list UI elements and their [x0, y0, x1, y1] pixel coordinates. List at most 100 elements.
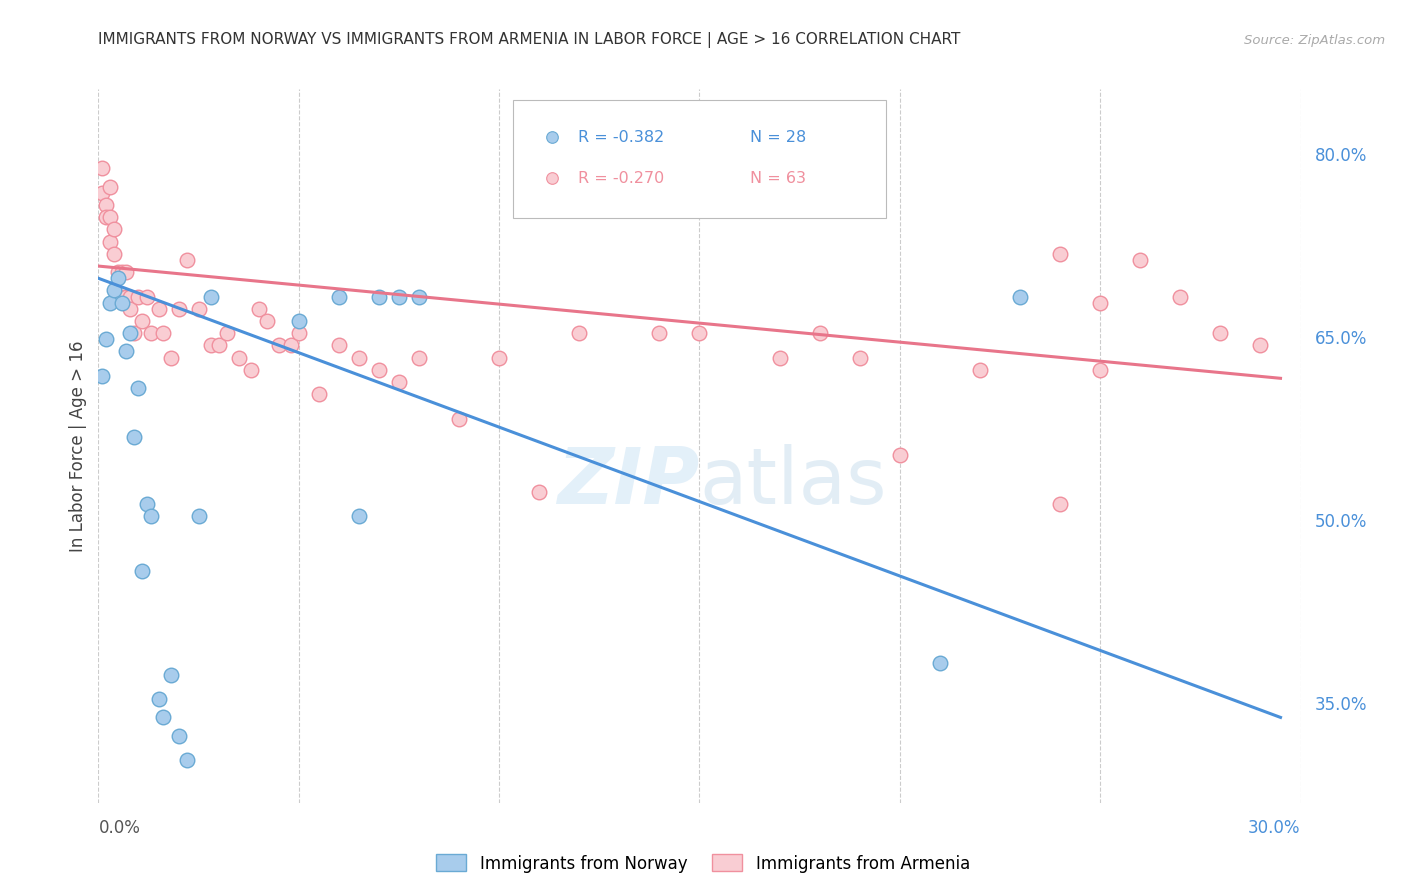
- Point: [159, 667, 181, 681]
- Point: [808, 326, 831, 341]
- Point: [91, 186, 114, 200]
- Point: [200, 338, 222, 352]
- Point: [1249, 338, 1271, 352]
- Point: [328, 289, 350, 303]
- Point: [100, 179, 122, 194]
- Point: [111, 289, 134, 303]
- Point: [100, 211, 122, 225]
- Legend: Immigrants from Norway, Immigrants from Armenia: Immigrants from Norway, Immigrants from …: [430, 847, 976, 880]
- Point: [488, 351, 510, 365]
- Point: [159, 351, 181, 365]
- Point: [1170, 289, 1192, 303]
- Point: [368, 363, 391, 377]
- Text: R = -0.382: R = -0.382: [578, 129, 664, 145]
- Point: [928, 656, 950, 670]
- Point: [96, 198, 118, 212]
- Point: [208, 338, 231, 352]
- Point: [688, 326, 710, 341]
- Point: [849, 351, 872, 365]
- Point: [287, 314, 309, 328]
- Point: [131, 564, 153, 578]
- Point: [447, 411, 470, 425]
- Point: [1209, 326, 1232, 341]
- Point: [408, 289, 430, 303]
- Text: 35.0%: 35.0%: [1315, 697, 1367, 714]
- Text: IMMIGRANTS FROM NORWAY VS IMMIGRANTS FROM ARMENIA IN LABOR FORCE | AGE > 16 CORR: IMMIGRANTS FROM NORWAY VS IMMIGRANTS FRO…: [98, 32, 960, 48]
- FancyBboxPatch shape: [513, 100, 886, 218]
- Point: [176, 753, 198, 767]
- Point: [120, 326, 142, 341]
- Point: [91, 161, 114, 176]
- Point: [124, 326, 146, 341]
- Point: [1008, 289, 1031, 303]
- Point: [115, 344, 138, 359]
- Point: [115, 265, 138, 279]
- Point: [120, 301, 142, 316]
- Text: Source: ZipAtlas.com: Source: ZipAtlas.com: [1244, 34, 1385, 46]
- Point: [107, 289, 129, 303]
- Point: [100, 295, 122, 310]
- Point: [256, 314, 278, 328]
- Point: [1049, 247, 1071, 261]
- Point: [768, 351, 790, 365]
- Point: [139, 326, 162, 341]
- Point: [128, 289, 150, 303]
- Point: [120, 289, 142, 303]
- Point: [239, 363, 262, 377]
- Point: [529, 484, 551, 499]
- Point: [215, 326, 238, 341]
- Point: [187, 301, 209, 316]
- Point: [103, 222, 125, 236]
- Point: [280, 338, 302, 352]
- Point: [176, 252, 198, 267]
- Point: [568, 326, 591, 341]
- Point: [1049, 497, 1071, 511]
- Point: [152, 710, 174, 724]
- Point: [648, 326, 671, 341]
- Point: [889, 448, 911, 462]
- Text: 0.0%: 0.0%: [98, 819, 141, 837]
- Point: [187, 509, 209, 524]
- Point: [1088, 295, 1111, 310]
- Point: [96, 332, 118, 346]
- Point: [1129, 252, 1152, 267]
- Point: [148, 692, 170, 706]
- Point: [103, 284, 125, 298]
- Point: [228, 351, 250, 365]
- Point: [287, 326, 309, 341]
- Point: [124, 430, 146, 444]
- Point: [247, 301, 270, 316]
- Text: 80.0%: 80.0%: [1315, 147, 1367, 165]
- Point: [115, 289, 138, 303]
- Point: [1088, 363, 1111, 377]
- Point: [96, 211, 118, 225]
- Point: [347, 509, 370, 524]
- Point: [388, 289, 411, 303]
- Text: 65.0%: 65.0%: [1315, 330, 1367, 348]
- Point: [167, 301, 190, 316]
- Point: [388, 375, 411, 389]
- Point: [368, 289, 391, 303]
- Point: [111, 265, 134, 279]
- Text: R = -0.270: R = -0.270: [578, 171, 664, 186]
- Point: [969, 363, 991, 377]
- Point: [408, 351, 430, 365]
- Point: [103, 247, 125, 261]
- Point: [328, 338, 350, 352]
- Text: 30.0%: 30.0%: [1249, 819, 1301, 837]
- Point: [148, 301, 170, 316]
- Text: N = 63: N = 63: [749, 171, 806, 186]
- Point: [131, 314, 153, 328]
- Point: [167, 729, 190, 743]
- Text: atlas: atlas: [699, 443, 887, 520]
- Text: ZIP: ZIP: [557, 443, 699, 520]
- Text: 50.0%: 50.0%: [1315, 513, 1367, 532]
- Point: [347, 351, 370, 365]
- Point: [91, 368, 114, 383]
- Point: [135, 497, 157, 511]
- Point: [139, 509, 162, 524]
- Point: [107, 271, 129, 285]
- Point: [128, 381, 150, 395]
- Point: [308, 387, 330, 401]
- Point: [267, 338, 290, 352]
